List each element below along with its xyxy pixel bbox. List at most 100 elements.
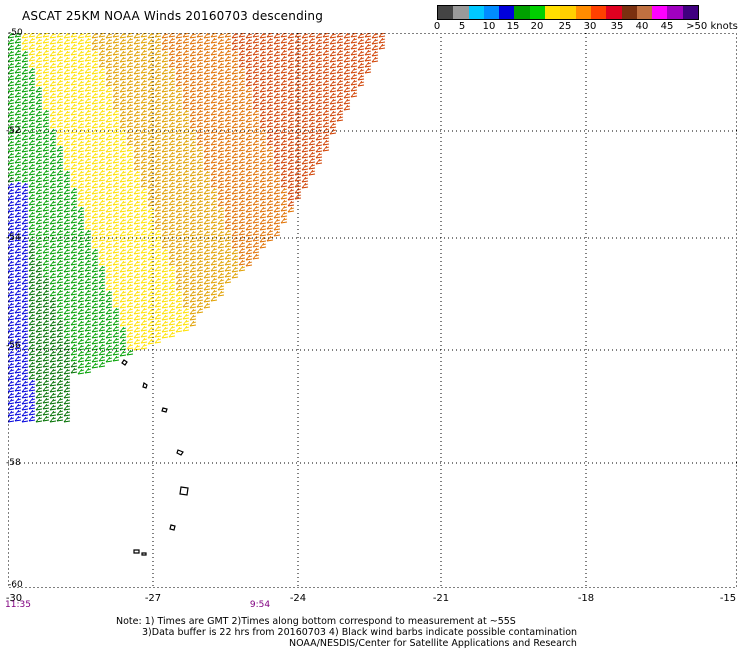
wind-barb: [49, 86, 57, 93]
wind-barb: [21, 296, 29, 303]
wind-barb: [42, 325, 50, 332]
wind-barb: [245, 62, 253, 69]
wind-barb: [140, 253, 148, 260]
wind-barb: [322, 85, 330, 92]
wind-barb: [322, 61, 330, 68]
wind-barb: [196, 169, 204, 176]
wind-barb: [70, 91, 78, 98]
wind-barb: [21, 98, 29, 105]
wind-barb: [133, 110, 141, 117]
wind-barb: [217, 206, 225, 213]
wind-barb: [266, 229, 274, 236]
wind-barb: [84, 313, 92, 320]
wind-barb: [238, 253, 246, 260]
wind-barb: [154, 205, 162, 212]
wind-barb: [14, 199, 22, 206]
wind-barb: [70, 229, 78, 236]
wind-barb: [245, 218, 253, 225]
wind-barb: [119, 164, 127, 171]
wind-barb: [126, 265, 134, 272]
wind-barb: [70, 109, 78, 116]
wind-barb: [98, 295, 106, 302]
wind-barb: [14, 319, 22, 326]
wind-barb: [49, 68, 57, 75]
wind-barb: [245, 110, 253, 117]
wind-barb: [84, 169, 92, 176]
wind-barb: [84, 319, 92, 326]
wind-barb: [28, 205, 36, 212]
wind-barb: [182, 109, 190, 116]
wind-barb: [336, 91, 344, 98]
wind-barb: [252, 55, 260, 62]
wind-barb: [126, 175, 134, 182]
wind-barb: [28, 193, 36, 200]
wind-barb: [35, 224, 43, 231]
wind-barb: [189, 122, 197, 129]
wind-barb: [91, 206, 99, 213]
wind-barb: [231, 272, 239, 279]
wind-barb: [329, 86, 337, 93]
wind-barb: [189, 308, 197, 315]
wind-barb: [21, 176, 29, 183]
wind-barb: [56, 181, 64, 188]
wind-barb: [147, 242, 155, 249]
wind-barb: [56, 343, 64, 350]
wind-barb: [42, 229, 50, 236]
wind-barb: [126, 319, 134, 326]
wind-barb: [182, 241, 190, 248]
wind-barb: [245, 242, 253, 249]
wind-barb: [21, 356, 29, 363]
wind-barb: [14, 277, 22, 284]
wind-barb: [21, 338, 29, 345]
wind-barb: [294, 73, 302, 80]
wind-barb: [322, 91, 330, 98]
wind-barb: [175, 188, 183, 195]
wind-barb: [217, 194, 225, 201]
wind-barb: [371, 44, 379, 51]
wind-barb: [140, 133, 148, 140]
wind-barb: [287, 200, 295, 207]
wind-barb: [154, 325, 162, 332]
wind-barb: [63, 272, 71, 279]
wind-barb: [210, 259, 218, 266]
wind-barb: [196, 49, 204, 56]
wind-barb: [252, 97, 260, 104]
wind-barb: [49, 212, 57, 219]
wind-barb: [42, 331, 50, 338]
colorbar-label: 5: [458, 21, 466, 32]
wind-barb: [56, 187, 64, 194]
wind-barb: [371, 38, 379, 45]
wind-barb: [42, 109, 50, 116]
wind-barb: [189, 320, 197, 327]
wind-barb: [168, 121, 176, 128]
wind-barb: [329, 56, 337, 63]
wind-barb: [98, 331, 106, 338]
wind-barb: [343, 68, 351, 75]
wind-barb: [8, 110, 15, 117]
wind-barb: [168, 55, 176, 62]
wind-barb: [91, 176, 99, 183]
wind-barb: [35, 392, 43, 399]
wind-barb: [70, 33, 78, 38]
wind-barb: [35, 314, 43, 321]
wind-barb: [91, 116, 99, 123]
wind-barb: [126, 133, 134, 140]
wind-barb: [294, 97, 302, 104]
wind-barb: [14, 379, 22, 386]
wind-barb: [140, 271, 148, 278]
wind-barb: [273, 92, 281, 99]
wind-barb: [14, 169, 22, 176]
wind-barb: [112, 283, 120, 290]
wind-barb: [189, 176, 197, 183]
lon-label: -18: [577, 593, 595, 604]
wind-barb: [294, 181, 302, 188]
wind-barb: [84, 259, 92, 266]
wind-barb: [42, 115, 50, 122]
wind-barb: [161, 218, 169, 225]
wind-barb: [210, 163, 218, 170]
wind-barb: [21, 164, 29, 171]
wind-barb: [189, 104, 197, 111]
wind-barb: [182, 295, 190, 302]
wind-barb: [42, 265, 50, 272]
colorbar-swatch: [682, 6, 699, 19]
